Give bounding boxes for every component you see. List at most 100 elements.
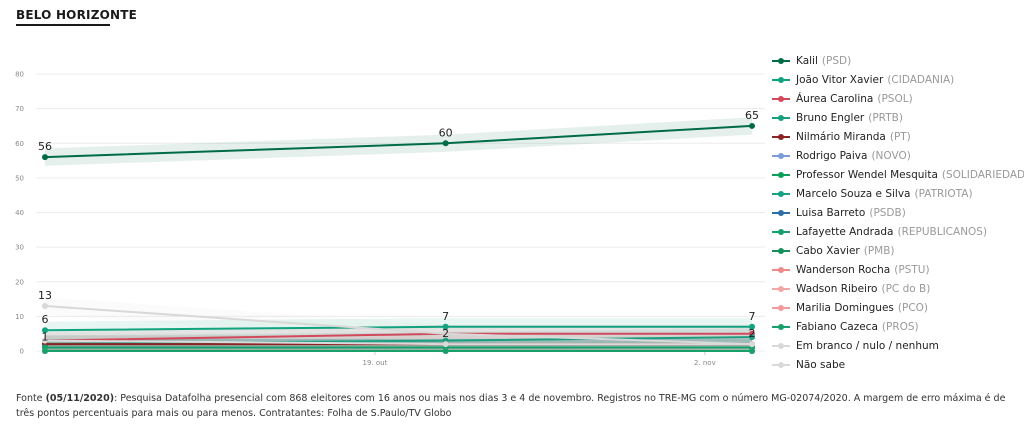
legend-party: (PROS)	[881, 320, 919, 333]
title-underline	[16, 24, 110, 26]
data-point	[442, 348, 449, 354]
legend-swatch	[772, 360, 790, 370]
data-point	[749, 334, 755, 341]
legend-name: Wanderson Rocha	[796, 263, 891, 276]
data-label: 56	[38, 140, 52, 153]
data-label: 2	[749, 327, 756, 340]
legend-name: Áurea Carolina	[796, 92, 874, 105]
legend-item[interactable]: Áurea Carolina (PSOL)	[772, 89, 1022, 108]
legend-swatch	[772, 113, 790, 123]
source-note: Fonte (05/11/2020): Pesquisa Datafolha p…	[16, 391, 1006, 421]
legend-swatch	[772, 56, 790, 66]
legend-item[interactable]: Luisa Barreto (PSDB)	[772, 203, 1022, 222]
data-label: 60	[439, 126, 453, 139]
legend-swatch	[772, 132, 790, 142]
legend-party: (PCO)	[897, 301, 929, 314]
legend-item[interactable]: Nilmário Miranda (PT)	[772, 127, 1022, 146]
legend-swatch	[772, 322, 790, 332]
legend-name: Marcelo Souza e Silva	[796, 187, 911, 200]
data-point	[42, 327, 48, 334]
y-tick-label: 10	[15, 313, 24, 321]
legend-swatch	[772, 303, 790, 313]
chart-legend: Kalil (PSD) João Vitor Xavier (CIDADANIA) Áu…	[772, 51, 1024, 374]
legend-item[interactable]: Não sabe	[772, 355, 1022, 374]
legend-item[interactable]: Fabiano Cazeca (PROS)	[772, 317, 1022, 336]
legend-item[interactable]: Lafayette Andrada (REPUBLICANOS)	[772, 222, 1022, 241]
legend-item[interactable]: Professor Wendel Mesquita(SOLIDARIEDADE)	[772, 165, 1024, 184]
legend-item[interactable]: Cabo Xavier (PMB)	[772, 241, 1022, 260]
y-tick-label: 60	[15, 140, 24, 148]
legend-name: Marilia Domingues	[796, 301, 894, 314]
data-point	[442, 341, 449, 348]
legend-item[interactable]: Bruno Engler (PRTB)	[772, 108, 1022, 127]
legend-name: Luisa Barreto	[796, 206, 866, 219]
legend-item[interactable]: Marcelo Souza e Silva (PATRIOTA)	[772, 184, 1022, 203]
y-tick-label: 70	[15, 105, 24, 113]
legend-item[interactable]: Wadson Ribeiro (PC do B)	[772, 279, 1022, 298]
data-label: 13	[38, 289, 52, 302]
data-point	[42, 337, 48, 344]
legend-party: (PRTB)	[868, 111, 903, 124]
data-point	[442, 140, 449, 147]
data-label: 6	[42, 313, 49, 326]
legend-party: (PC do B)	[881, 282, 931, 295]
legend-party: (CIDADANIA)	[887, 73, 955, 86]
legend-party: (PSOL)	[877, 92, 913, 105]
legend-name: Professor Wendel Mesquita	[796, 168, 938, 181]
legend-name: Nilmário Miranda	[796, 130, 886, 143]
legend-item[interactable]: Em branco / nulo / nenhum	[772, 336, 1022, 355]
legend-item[interactable]: Marilia Domingues (PCO)	[772, 298, 1022, 317]
legend-swatch	[772, 170, 790, 180]
y-tick-label: 0	[20, 348, 24, 356]
data-label: 7	[442, 310, 449, 323]
data-point	[42, 302, 48, 309]
legend-item[interactable]: Rodrigo Paiva (NOVO)	[772, 146, 1022, 165]
y-tick-label: 30	[15, 244, 24, 252]
x-tick-label: 19. out	[363, 359, 388, 367]
data-point	[749, 341, 755, 348]
legend-name: Rodrigo Paiva	[796, 149, 868, 162]
legend-item[interactable]: Kalil (PSD)	[772, 51, 1022, 70]
data-point	[42, 348, 48, 354]
legend-name: Lafayette Andrada	[796, 225, 894, 238]
data-point	[442, 323, 449, 330]
legend-party: (PATRIOTA)	[914, 187, 973, 200]
legend-name: Em branco / nulo / nenhum	[796, 339, 939, 352]
y-tick-label: 80	[15, 71, 24, 79]
source-text: : Pesquisa Datafolha presencial com 868 …	[16, 393, 1006, 419]
data-point	[749, 122, 755, 129]
legend-name: Fabiano Cazeca	[796, 320, 878, 333]
page-title: BELO HORIZONTE	[16, 8, 138, 22]
legend-name: Kalil	[796, 54, 818, 67]
x-tick-label: 2. nov	[694, 359, 716, 367]
line-chart: 0 10 20 30 40 50 60 70 80 19. out 2. nov 56 60 65 6 7 7 2…	[15, 71, 765, 367]
legend-swatch	[772, 75, 790, 85]
legend-item[interactable]: Wanderson Rocha (PSTU)	[772, 260, 1022, 279]
source-date: (05/11/2020)	[45, 393, 115, 404]
legend-party: (PT)	[889, 130, 911, 143]
data-label: 2	[442, 327, 449, 340]
legend-swatch	[772, 151, 790, 161]
data-label: 1	[42, 331, 49, 344]
error-band	[45, 117, 752, 166]
legend-name: Não sabe	[796, 358, 846, 371]
data-label: 7	[749, 310, 756, 323]
legend-swatch	[772, 246, 790, 256]
legend-party: (SOLIDARIEDADE)	[941, 168, 1024, 181]
legend-name: João Vitor Xavier	[796, 73, 884, 86]
y-tick-label: 50	[15, 174, 24, 182]
data-point	[749, 323, 755, 330]
legend-item[interactable]: João Vitor Xavier (CIDADANIA)	[772, 70, 1022, 89]
legend-swatch	[772, 208, 790, 218]
data-point	[749, 348, 755, 354]
legend-party: (PSDB)	[869, 206, 906, 219]
source-prefix: Fonte	[16, 393, 46, 404]
legend-name: Cabo Xavier	[796, 244, 860, 257]
legend-party: (REPUBLICANOS)	[897, 225, 988, 238]
legend-party: (NOVO)	[871, 149, 911, 162]
legend-party: (PMB)	[863, 244, 895, 257]
y-tick-label: 20	[15, 278, 24, 286]
legend-party: (PSTU)	[894, 263, 930, 276]
legend-party: (PSD)	[821, 54, 852, 67]
legend-swatch	[772, 94, 790, 104]
